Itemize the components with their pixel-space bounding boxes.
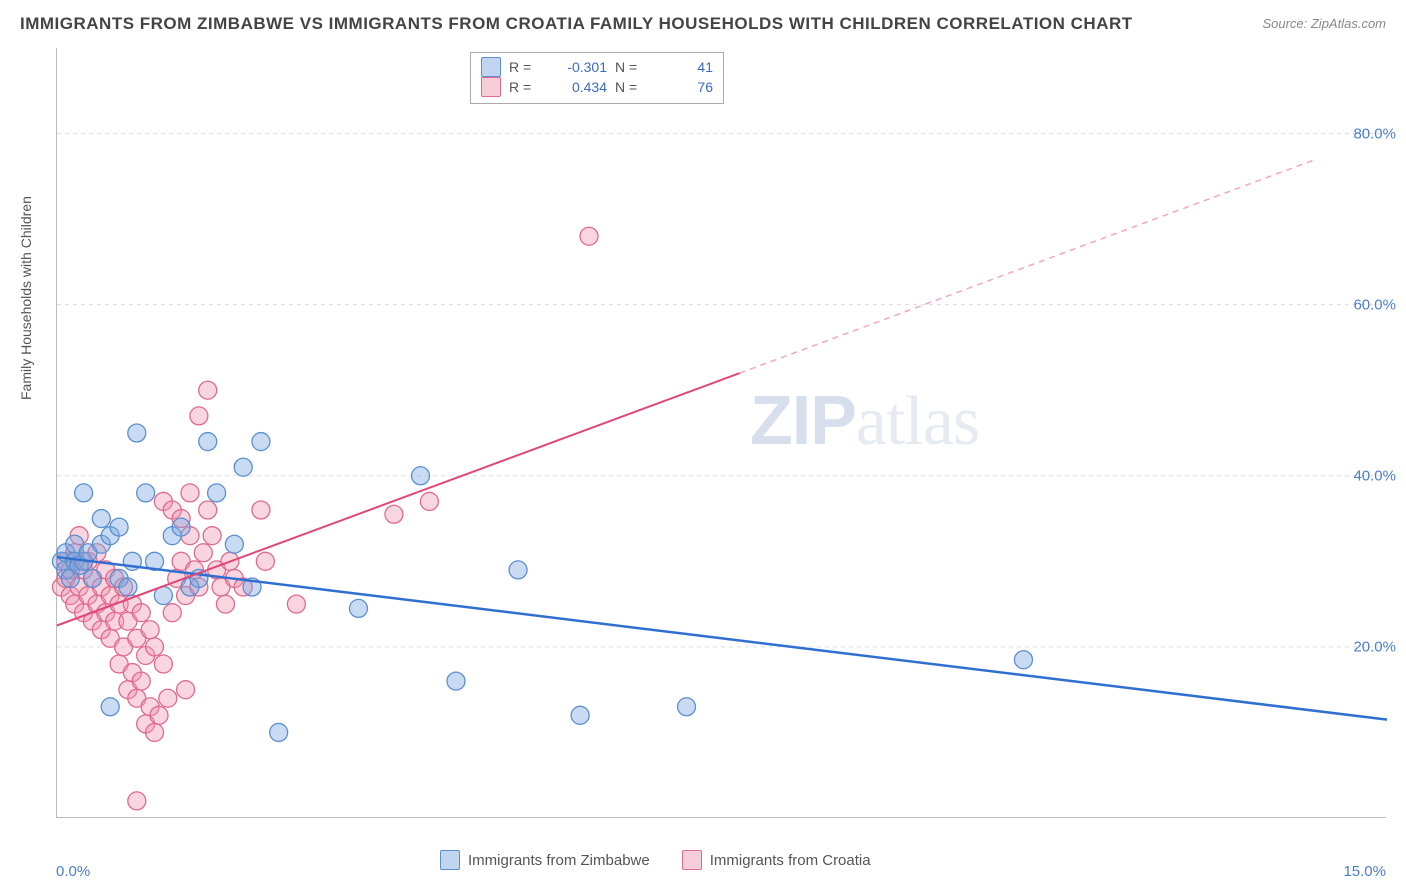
y-tick: 40.0% [1353, 467, 1396, 484]
correlation-legend: R = -0.301 N = 41 R = 0.434 N = 76 [470, 52, 724, 104]
legend-row-croatia: R = 0.434 N = 76 [481, 77, 713, 97]
r-value-croatia: 0.434 [547, 77, 607, 97]
source-credit: Source: ZipAtlas.com [1262, 16, 1386, 31]
n-value-croatia: 76 [653, 77, 713, 97]
y-tick: 20.0% [1353, 638, 1396, 655]
n-label: N = [615, 77, 645, 97]
legend-row-zimbabwe: R = -0.301 N = 41 [481, 57, 713, 77]
series-legend: Immigrants from Zimbabwe Immigrants from… [440, 850, 871, 870]
chart-svg [57, 48, 1386, 817]
x-tick-min: 0.0% [56, 863, 90, 880]
x-tick-max: 15.0% [1343, 863, 1386, 880]
r-value-zimbabwe: -0.301 [547, 57, 607, 77]
swatch-blue-icon [440, 850, 460, 870]
n-label: N = [615, 57, 645, 77]
legend-label: Immigrants from Zimbabwe [468, 852, 650, 869]
y-axis-label: Family Households with Children [18, 196, 34, 400]
swatch-blue-icon [481, 57, 501, 77]
plot-area [56, 48, 1386, 818]
r-label: R = [509, 57, 539, 77]
legend-item-croatia: Immigrants from Croatia [682, 850, 871, 870]
legend-item-zimbabwe: Immigrants from Zimbabwe [440, 850, 650, 870]
swatch-pink-icon [682, 850, 702, 870]
legend-label: Immigrants from Croatia [710, 852, 871, 869]
r-label: R = [509, 77, 539, 97]
y-tick: 60.0% [1353, 296, 1396, 313]
swatch-pink-icon [481, 77, 501, 97]
y-tick: 80.0% [1353, 125, 1396, 142]
n-value-zimbabwe: 41 [653, 57, 713, 77]
chart-title: IMMIGRANTS FROM ZIMBABWE VS IMMIGRANTS F… [20, 14, 1133, 34]
